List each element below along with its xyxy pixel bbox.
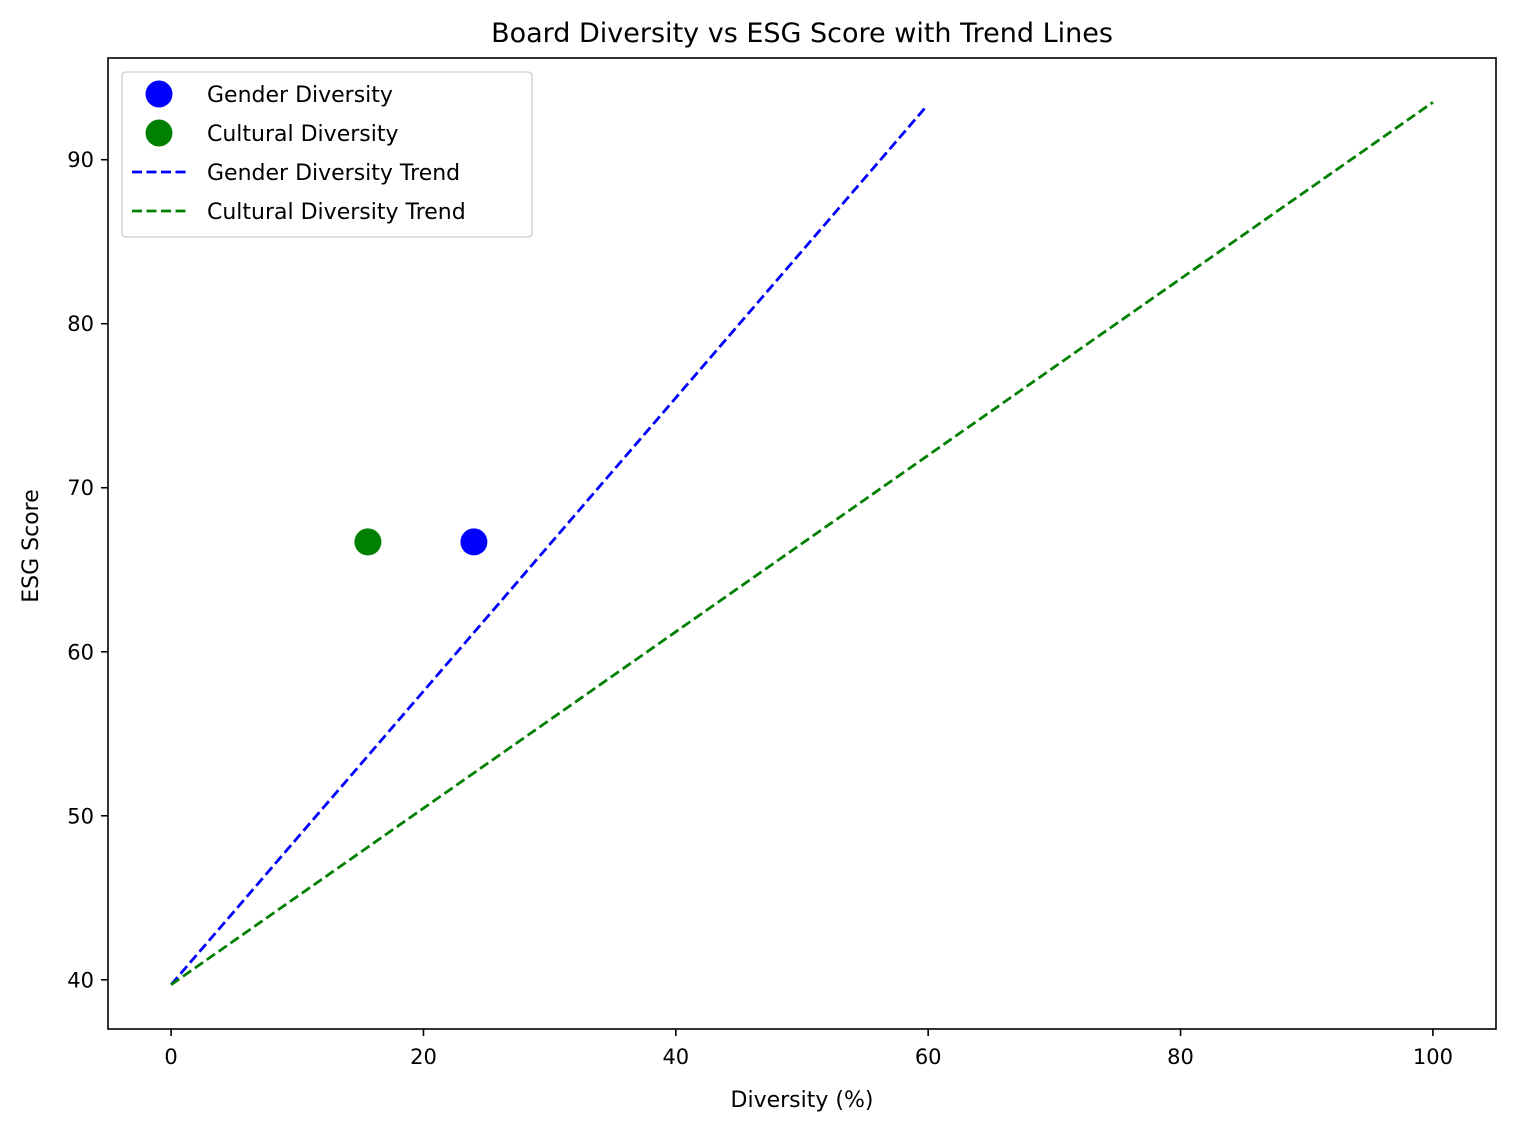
legend-marker: [145, 119, 173, 147]
y-tick-label: 60: [67, 640, 94, 664]
x-axis-label: Diversity (%): [731, 1088, 874, 1113]
x-tick-label: 100: [1413, 1045, 1453, 1069]
x-tick-label: 0: [164, 1045, 177, 1069]
y-axis-ticks: 40 50 60 70 80 90: [67, 148, 108, 992]
x-axis-ticks: 0 20 40 60 80 100: [164, 1029, 1453, 1069]
legend-label: Cultural Diversity Trend: [207, 200, 466, 225]
chart-title: Board Diversity vs ESG Score with Trend …: [491, 18, 1113, 49]
trend-line-gender: [170, 106, 927, 986]
x-tick-label: 60: [915, 1045, 942, 1069]
legend-marker: [145, 80, 173, 108]
data-point-cultural: [354, 528, 382, 556]
plot-area-frame: [107, 57, 1497, 1030]
data-points: [354, 528, 488, 556]
trend-lines: [170, 101, 1434, 986]
legend-label: Gender Diversity: [207, 83, 393, 108]
data-point-gender: [460, 528, 488, 556]
legend: Gender Diversity Cultural Diversity Gender…: [121, 71, 533, 238]
x-tick-label: 80: [1167, 1045, 1194, 1069]
y-tick-label: 50: [67, 804, 94, 828]
y-tick-label: 40: [67, 968, 94, 992]
legend-label: Gender Diversity Trend: [207, 161, 460, 186]
y-axis-label: ESG Score: [19, 489, 44, 603]
x-tick-label: 20: [410, 1045, 437, 1069]
y-tick-label: 70: [67, 476, 94, 500]
y-tick-label: 80: [67, 312, 94, 336]
legend-box: [121, 71, 533, 238]
x-tick-label: 40: [662, 1045, 689, 1069]
trend-line-cultural: [170, 101, 1434, 986]
legend-label: Cultural Diversity: [207, 122, 399, 147]
y-tick-label: 90: [67, 148, 94, 172]
